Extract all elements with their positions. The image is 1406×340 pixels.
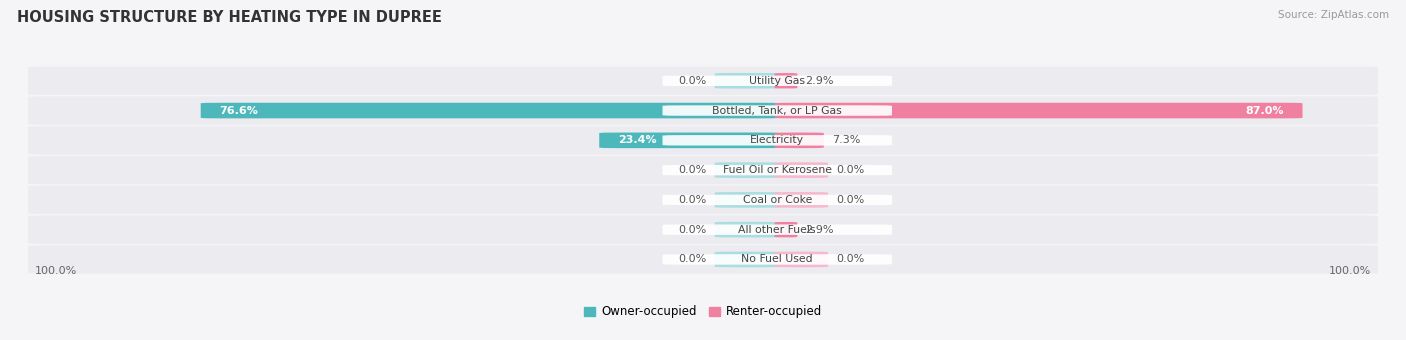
FancyBboxPatch shape [775,252,828,267]
Text: 0.0%: 0.0% [678,195,706,205]
Text: 0.0%: 0.0% [837,254,865,265]
Text: Coal or Coke: Coal or Coke [742,195,811,205]
FancyBboxPatch shape [714,222,780,237]
Text: 100.0%: 100.0% [35,267,77,276]
FancyBboxPatch shape [28,216,1378,244]
Text: 0.0%: 0.0% [678,76,706,86]
FancyBboxPatch shape [662,195,891,205]
Text: 76.6%: 76.6% [219,105,259,116]
FancyBboxPatch shape [662,135,891,146]
Text: 0.0%: 0.0% [837,195,865,205]
FancyBboxPatch shape [599,133,780,148]
FancyBboxPatch shape [662,165,891,175]
Text: 87.0%: 87.0% [1246,105,1284,116]
Text: 2.9%: 2.9% [806,76,834,86]
FancyBboxPatch shape [662,105,891,116]
FancyBboxPatch shape [714,252,780,267]
Text: 0.0%: 0.0% [837,165,865,175]
Text: 100.0%: 100.0% [1329,267,1371,276]
FancyBboxPatch shape [28,67,1378,95]
FancyBboxPatch shape [775,103,1302,118]
FancyBboxPatch shape [28,186,1378,214]
FancyBboxPatch shape [714,162,780,178]
FancyBboxPatch shape [28,156,1378,184]
FancyBboxPatch shape [28,126,1378,154]
Text: 0.0%: 0.0% [678,165,706,175]
Text: HOUSING STRUCTURE BY HEATING TYPE IN DUPREE: HOUSING STRUCTURE BY HEATING TYPE IN DUP… [17,10,441,25]
Text: Fuel Oil or Kerosene: Fuel Oil or Kerosene [723,165,832,175]
FancyBboxPatch shape [775,73,797,89]
FancyBboxPatch shape [201,103,780,118]
FancyBboxPatch shape [775,192,828,208]
FancyBboxPatch shape [662,254,891,265]
Text: 7.3%: 7.3% [832,135,860,145]
FancyBboxPatch shape [775,162,828,178]
Text: No Fuel Used: No Fuel Used [741,254,813,265]
Text: 0.0%: 0.0% [678,254,706,265]
FancyBboxPatch shape [28,97,1378,125]
FancyBboxPatch shape [28,245,1378,274]
FancyBboxPatch shape [775,133,824,148]
FancyBboxPatch shape [662,75,891,86]
Text: Source: ZipAtlas.com: Source: ZipAtlas.com [1278,10,1389,20]
FancyBboxPatch shape [714,73,780,89]
Text: All other Fuels: All other Fuels [738,225,815,235]
Text: 2.9%: 2.9% [806,225,834,235]
Text: Electricity: Electricity [751,135,804,145]
Legend: Owner-occupied, Renter-occupied: Owner-occupied, Renter-occupied [579,301,827,323]
FancyBboxPatch shape [775,222,797,237]
Text: 23.4%: 23.4% [619,135,657,145]
FancyBboxPatch shape [714,192,780,208]
Text: Utility Gas: Utility Gas [749,76,806,86]
FancyBboxPatch shape [662,224,891,235]
Text: Bottled, Tank, or LP Gas: Bottled, Tank, or LP Gas [713,105,842,116]
Text: 0.0%: 0.0% [678,225,706,235]
